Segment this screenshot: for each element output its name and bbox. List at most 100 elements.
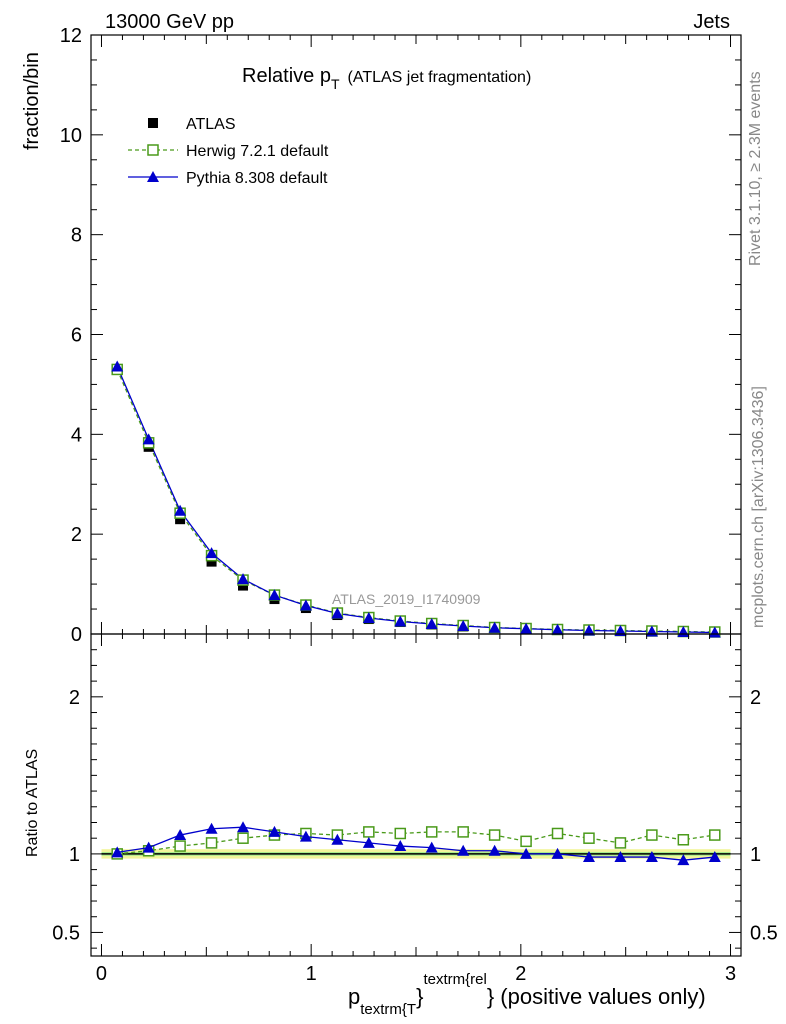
pythia-ratio-point (551, 847, 564, 859)
pythia-data-point (331, 607, 344, 619)
pythia-data-point (457, 620, 470, 632)
xlabel-base: p (348, 984, 360, 1009)
pythia-data-point (394, 615, 407, 627)
xlabel-close: } (416, 984, 423, 1009)
pythia-ratio-line (117, 826, 715, 861)
pythia-ratio-point (708, 851, 721, 863)
pythia-data-point (174, 504, 187, 516)
ratio-ylabel: Ratio to ATLAS (24, 749, 41, 857)
legend-entry-atlas: ATLAS (148, 116, 236, 133)
pythia-ratio-point (205, 822, 218, 834)
pythia-ratio-point (268, 825, 281, 837)
pythia-ratio-point (237, 821, 250, 833)
legend-entry-pythia: Pythia 8.308 default (128, 170, 328, 187)
x-tick-label: 3 (725, 963, 736, 985)
atlas-data-point (206, 556, 217, 567)
herwig-ratio-point (205, 837, 218, 849)
y-tick-label: 12 (60, 25, 82, 47)
pythia-ratio-point (645, 851, 658, 863)
y-tick-label: 10 (60, 125, 82, 147)
y-tick-label: 2 (69, 687, 80, 709)
legend-pythia-marker (147, 171, 159, 182)
pythia-data-point (299, 599, 312, 611)
pythia-data-point (142, 433, 155, 445)
y-tick-label-right: 2 (750, 687, 761, 709)
pythia-ratio-point (394, 840, 407, 852)
y-tick-label: 1 (69, 844, 80, 866)
x-tick-label: 2 (515, 963, 526, 985)
herwig-ratio-point (709, 829, 721, 841)
pythia-data-point (111, 360, 124, 372)
pythia-data-point (425, 618, 438, 630)
herwig-ratio-point (457, 826, 469, 838)
x-tick-label: 1 (306, 963, 317, 985)
herwig-ratio-point (237, 832, 249, 844)
mcplots-label: mcplots.cern.ch [arXiv:1306.3436] (750, 386, 767, 628)
herwig-ratio-point (394, 827, 407, 840)
legend-herwig-label: Herwig 7.2.1 default (186, 143, 329, 160)
title-main: Relative p (242, 65, 331, 87)
main-panel: 0 2 4 6 8 10 12 fraction/bin Relative pT (ATLAS… (21, 25, 742, 646)
pythia-data-point (614, 625, 627, 637)
herwig-ratio-point (677, 834, 690, 846)
xlabel-superscript: textrm{rel (423, 971, 486, 988)
header-jets-label: Jets (693, 11, 730, 33)
ratio-xlabel: ptextrm{T}textrm{rel} (positive values o… (348, 971, 706, 1018)
herwig-ratio-point (583, 832, 595, 844)
atlas-data-point (175, 514, 186, 525)
pythia-ratio-point (677, 854, 690, 866)
legend: ATLAS Herwig 7.2.1 default Pythia 8.308 … (128, 116, 329, 187)
herwig-ratio-point (520, 835, 532, 848)
pythia-data-point (520, 622, 533, 634)
rivet-version-label: Rivet 3.1.10, ≥ 2.3M events (747, 71, 764, 266)
chart-title: Relative pT (ATLAS jet fragmentation) (242, 65, 531, 92)
herwig-ratio-point (363, 826, 375, 838)
y-tick-label-right: 0.5 (750, 922, 778, 944)
legend-herwig-marker (147, 144, 159, 156)
pythia-data-point (708, 626, 721, 638)
y-tick-label-right: 1 (750, 844, 761, 866)
pythia-ratio-point (299, 830, 312, 842)
pythia-ratio-point (488, 844, 501, 856)
pythia-data-point (268, 589, 281, 601)
herwig-ratio-point (425, 826, 438, 838)
herwig-ratio-point (551, 827, 564, 840)
herwig-ratio-point (646, 829, 658, 841)
herwig-ratio-point (488, 829, 501, 841)
pythia-ratio-point (142, 841, 155, 853)
analysis-watermark: ATLAS_2019_I1740909 (332, 591, 481, 607)
ratio-panel: 0 1 2 3 0.5 0.5 1 1 2 2 Ratio to ATLAS ptextrm{T}… (24, 633, 778, 1018)
pythia-data-point (205, 547, 218, 559)
xlabel-rest: } (positive values only) (487, 984, 706, 1009)
pythia-ratio-point (425, 841, 438, 853)
pythia-ratio-point (457, 844, 470, 856)
y-tick-label: 6 (71, 325, 82, 347)
y-tick-label: 0.5 (52, 922, 80, 944)
xlabel-subscript: textrm{T (360, 1001, 416, 1018)
x-tick-label: 0 (96, 963, 107, 985)
legend-entry-herwig: Herwig 7.2.1 default (128, 143, 329, 160)
pythia-data-point (582, 624, 595, 636)
title-rest: (ATLAS jet fragmentation) (348, 69, 532, 86)
y-tick-label: 0 (71, 624, 82, 646)
pythia-ratio-point (331, 833, 344, 845)
pythia-ratio-point (111, 846, 124, 858)
y-tick-label: 8 (71, 225, 82, 247)
ratio-frame (90, 633, 742, 957)
pythia-ratio-point (582, 851, 595, 863)
y-tick-label: 2 (71, 524, 82, 546)
pythia-ratio-point (174, 829, 187, 841)
legend-atlas-label: ATLAS (186, 116, 236, 133)
pythia-data-point (488, 621, 501, 633)
herwig-ratio-point (614, 837, 627, 849)
pythia-data-point (362, 612, 375, 624)
legend-atlas-marker (148, 118, 158, 128)
pythia-ratio-point (362, 836, 375, 848)
title-subscript: T (331, 76, 340, 92)
y-tick-label: 4 (71, 424, 82, 446)
legend-pythia-label: Pythia 8.308 default (186, 170, 328, 187)
main-ylabel: fraction/bin (21, 52, 43, 150)
herwig-ratio-point (174, 840, 186, 852)
pythia-data-point (237, 573, 250, 585)
